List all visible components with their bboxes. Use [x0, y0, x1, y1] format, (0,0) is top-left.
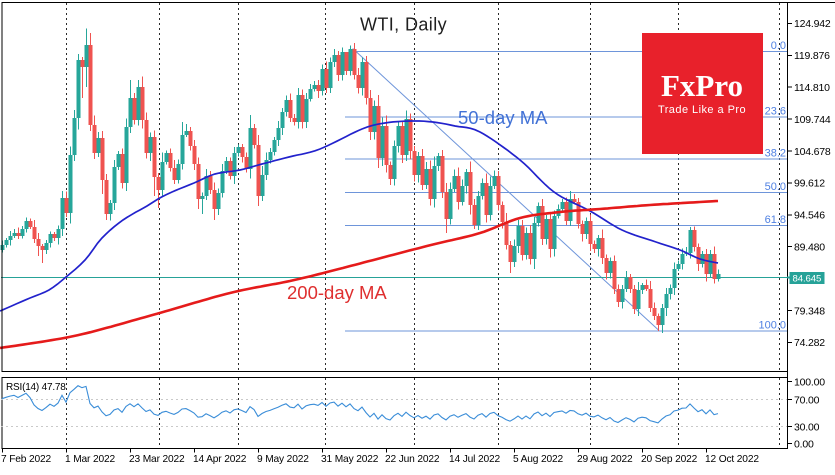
svg-text:20 Sep 2022: 20 Sep 2022: [641, 454, 698, 465]
svg-text:22 Jun 2022: 22 Jun 2022: [385, 454, 440, 465]
svg-text:23.6: 23.6: [765, 106, 786, 118]
svg-text:104.678: 104.678: [794, 146, 831, 158]
svg-text:50.0: 50.0: [765, 181, 786, 193]
svg-text:79.348: 79.348: [794, 305, 825, 317]
svg-text:89.480: 89.480: [794, 242, 825, 254]
svg-text:61.8: 61.8: [765, 214, 786, 226]
svg-text:12 Oct 2022: 12 Oct 2022: [705, 454, 759, 465]
svg-text:50-day MA: 50-day MA: [458, 107, 548, 128]
svg-text:7 Feb 2022: 7 Feb 2022: [1, 454, 52, 465]
svg-text:94.546: 94.546: [794, 210, 825, 222]
svg-text:14 Apr 2022: 14 Apr 2022: [193, 454, 247, 465]
svg-text:100.0: 100.0: [758, 320, 786, 332]
svg-text:5 Aug 2022: 5 Aug 2022: [513, 454, 564, 465]
svg-text:0.00: 0.00: [794, 438, 814, 450]
svg-text:14 Jul 2022: 14 Jul 2022: [449, 454, 501, 465]
svg-text:FxPro: FxPro: [661, 68, 743, 103]
svg-text:84.645: 84.645: [793, 273, 822, 284]
svg-text:29 Aug 2022: 29 Aug 2022: [577, 454, 633, 465]
svg-text:30.00: 30.00: [794, 421, 820, 433]
svg-text:99.612: 99.612: [794, 178, 825, 190]
svg-text:WTI, Daily: WTI, Daily: [360, 15, 447, 35]
svg-text:74.282: 74.282: [794, 337, 825, 349]
svg-text:RSI(14) 47.78: RSI(14) 47.78: [6, 382, 66, 393]
svg-text:1 Mar 2022: 1 Mar 2022: [65, 454, 116, 465]
svg-text:23 Mar 2022: 23 Mar 2022: [129, 454, 185, 465]
svg-text:119.876: 119.876: [794, 50, 830, 62]
svg-text:70.00: 70.00: [794, 394, 820, 406]
svg-text:38.2: 38.2: [765, 148, 786, 160]
svg-text:200-day MA: 200-day MA: [287, 282, 387, 303]
svg-text:124.942: 124.942: [794, 18, 831, 30]
svg-text:109.744: 109.744: [794, 114, 831, 126]
svg-text:Trade Like a Pro: Trade Like a Pro: [658, 104, 746, 116]
svg-text:100.00: 100.00: [794, 376, 825, 388]
svg-text:114.810: 114.810: [794, 82, 830, 94]
svg-text:9 May 2022: 9 May 2022: [257, 454, 309, 465]
svg-text:31 May 2022: 31 May 2022: [321, 454, 379, 465]
svg-text:0.0: 0.0: [771, 40, 786, 52]
